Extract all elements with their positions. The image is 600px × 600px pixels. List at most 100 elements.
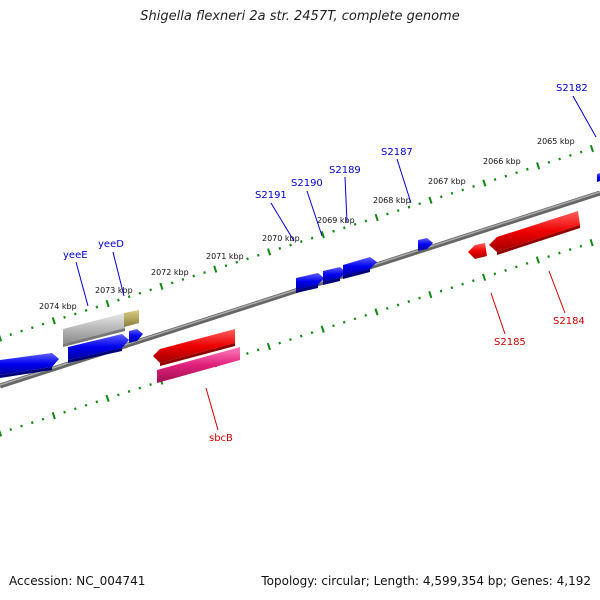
reverse-gene-arrow[interactable]	[489, 211, 580, 255]
forward-gene-arrow[interactable]	[0, 353, 59, 378]
major-tick	[51, 317, 56, 325]
minor-tick	[74, 312, 77, 316]
minor-tick	[504, 268, 507, 272]
minor-tick	[235, 260, 239, 264]
minor-tick	[364, 219, 368, 223]
minor-tick	[385, 306, 389, 310]
major-tick	[105, 299, 110, 308]
minor-tick	[450, 191, 454, 195]
major-tick	[320, 325, 325, 333]
minor-tick	[117, 393, 120, 397]
minor-tick	[568, 248, 572, 252]
minor-tick	[9, 333, 13, 337]
minor-tick	[343, 226, 346, 230]
forward-gene-arrow[interactable]	[68, 334, 129, 363]
minor-tick	[300, 240, 303, 244]
gene-label[interactable]: S2191	[255, 190, 287, 201]
minor-tick	[73, 407, 77, 411]
minor-tick	[493, 178, 497, 182]
minor-tick	[418, 202, 422, 206]
major-tick	[51, 412, 56, 420]
accession-label: Accession: NC_004741	[9, 574, 146, 588]
minor-tick	[461, 282, 464, 286]
scale-label: 2073 kbp	[95, 286, 133, 295]
gene-label[interactable]: yeeD	[98, 239, 124, 250]
minor-tick	[181, 278, 185, 281]
gene-label[interactable]: S2187	[381, 147, 413, 158]
major-tick	[267, 248, 272, 256]
gene-label[interactable]: sbcB	[209, 433, 233, 444]
scale-label: 2069 kbp	[317, 216, 355, 225]
minor-tick	[342, 320, 346, 324]
minor-tick	[20, 329, 23, 333]
forward-gene-arrow[interactable]	[597, 173, 600, 182]
gene-label[interactable]: S2189	[329, 165, 361, 176]
major-tick	[589, 144, 594, 153]
reverse-gene-arrow[interactable]	[468, 243, 487, 259]
minor-tick	[310, 236, 314, 240]
major-tick	[374, 308, 379, 316]
major-tick	[105, 394, 110, 403]
major-tick	[536, 162, 541, 170]
major-tick	[428, 290, 433, 299]
scale-label: 2065 kbp	[537, 137, 575, 146]
minor-tick	[526, 167, 529, 171]
minor-tick	[63, 410, 66, 414]
minor-tick	[471, 279, 475, 283]
minor-tick	[493, 272, 497, 276]
minor-tick	[439, 195, 443, 199]
minor-tick	[364, 313, 368, 317]
minor-tick	[547, 255, 550, 258]
minor-tick	[504, 174, 508, 178]
gene-label[interactable]: S2190	[291, 178, 323, 189]
major-tick	[535, 256, 540, 264]
minor-tick	[450, 286, 454, 290]
minor-tick	[569, 154, 572, 157]
forward-gene-arrow[interactable]	[129, 329, 143, 343]
gene-label[interactable]: S2182	[556, 83, 588, 94]
minor-tick	[20, 424, 23, 428]
minor-tick	[353, 222, 357, 226]
gene-label[interactable]: S2184	[553, 316, 585, 327]
minor-tick	[353, 317, 357, 321]
scale-label: 2068 kbp	[373, 196, 411, 205]
gene-label[interactable]: yeeE	[63, 250, 88, 261]
rna-gene-block[interactable]	[124, 310, 139, 327]
minor-tick	[558, 251, 561, 255]
minor-tick	[386, 212, 389, 216]
minor-tick	[192, 274, 196, 278]
forward-gene-arrow[interactable]	[343, 257, 377, 279]
forward-gene-arrow[interactable]	[418, 238, 433, 251]
label-leaders-reverse	[205, 270, 566, 431]
minor-tick	[418, 296, 421, 300]
reverse-gene-arrow[interactable]	[153, 329, 235, 366]
minor-tick	[332, 229, 335, 233]
forward-gene-arrow[interactable]	[323, 267, 346, 285]
minor-tick	[149, 383, 152, 387]
major-tick	[482, 273, 487, 281]
gene-label[interactable]: S2185	[494, 337, 526, 348]
minor-tick	[127, 295, 131, 299]
major-tick	[0, 429, 3, 437]
pseudogene-arrow[interactable]	[63, 313, 125, 347]
minor-tick	[149, 288, 152, 292]
minor-tick	[332, 324, 335, 328]
minor-tick	[203, 271, 206, 275]
minor-tick	[95, 305, 99, 309]
major-tick	[482, 179, 487, 187]
minor-tick	[472, 185, 475, 188]
minor-tick	[127, 390, 131, 393]
minor-tick	[310, 331, 314, 335]
minor-tick	[299, 334, 303, 338]
major-tick	[266, 342, 271, 351]
major-tick	[374, 213, 379, 222]
minor-tick	[439, 289, 443, 293]
forward-gene-arrow[interactable]	[296, 273, 324, 293]
scale-label: 2067 kbp	[428, 177, 466, 186]
minor-tick	[547, 160, 551, 164]
minor-tick	[407, 205, 411, 209]
scale-label: 2074 kbp	[39, 302, 77, 311]
misc-feature-block[interactable]	[157, 347, 240, 383]
minor-tick	[84, 403, 88, 407]
